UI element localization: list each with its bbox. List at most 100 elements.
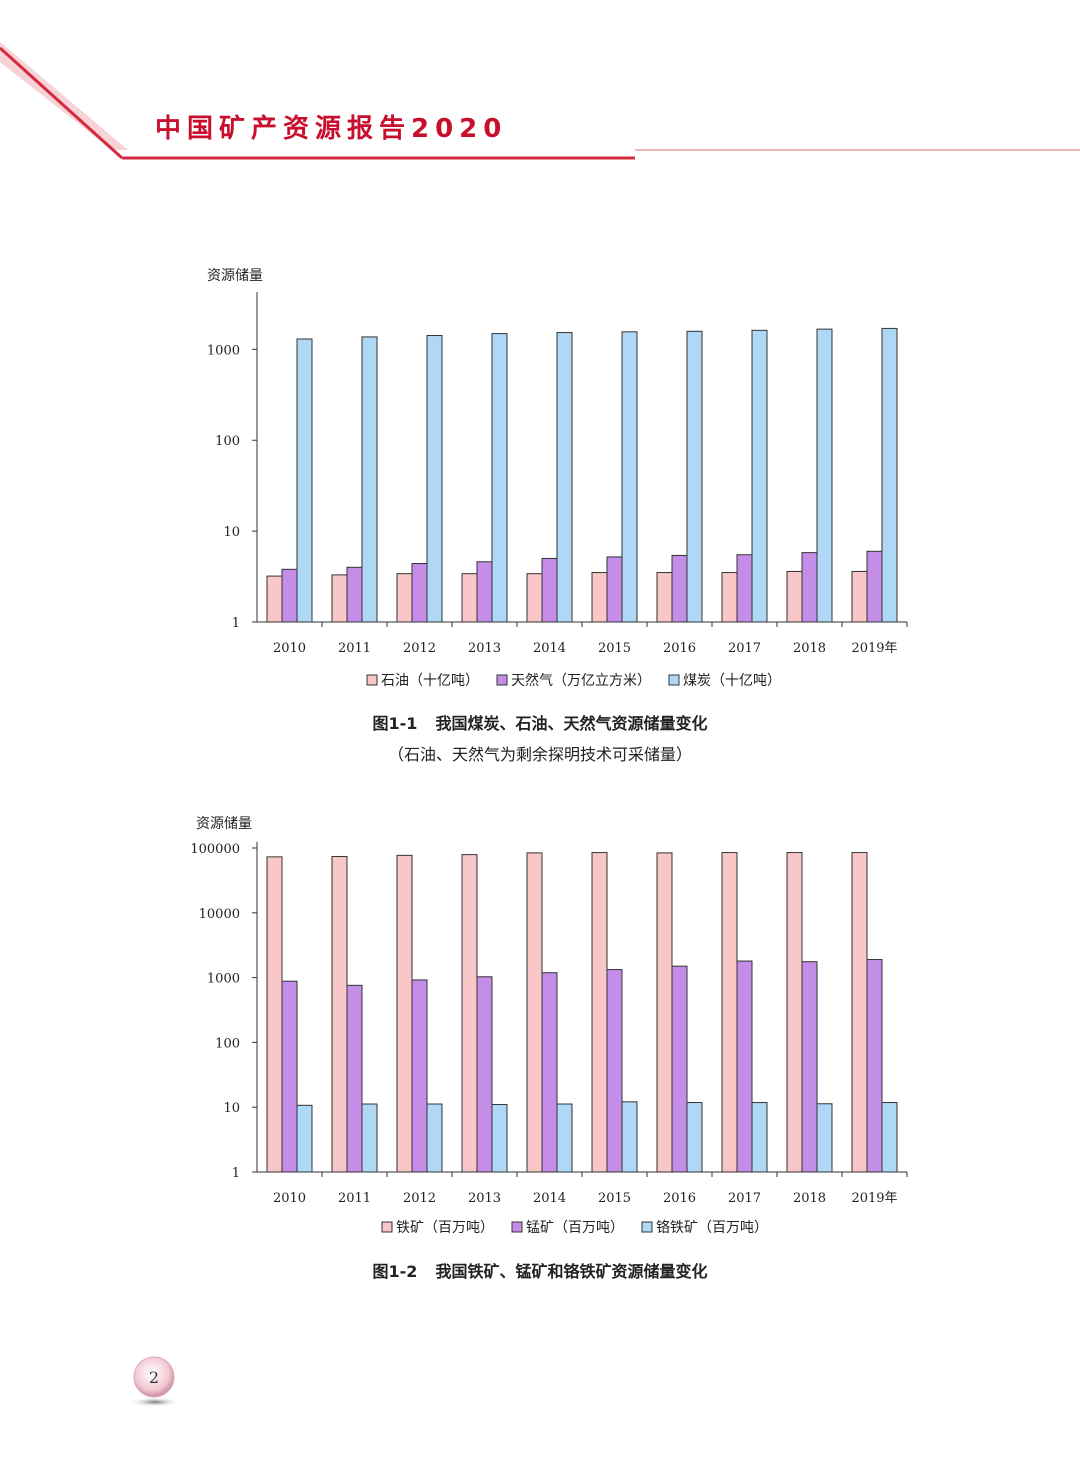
x-tick-label: 2017 — [728, 641, 761, 656]
bar — [686, 330, 703, 623]
y-tick-label: 10 — [223, 1101, 240, 1116]
legend-swatch — [496, 674, 508, 686]
y-tick-label: 1000 — [207, 972, 240, 987]
bar — [266, 856, 283, 1173]
bar — [331, 855, 348, 1173]
x-tick-label: 2011 — [338, 1191, 371, 1206]
bar — [736, 554, 753, 623]
bar — [461, 573, 478, 623]
x-tick-label: 2016 — [663, 641, 696, 656]
bar — [526, 852, 543, 1173]
bar — [866, 550, 883, 623]
figure-1-number: 图1-1 — [372, 714, 418, 733]
legend-label: 铁矿（百万吨） — [396, 1220, 494, 1236]
bar — [591, 572, 608, 623]
figure-1-note: （石油、天然气为剩余探明技术可采储量） — [387, 745, 692, 764]
legend-label: 石油（十亿吨） — [381, 673, 479, 689]
figure-2-title: 我国铁矿、锰矿和铬铁矿资源储量变化 — [435, 1262, 708, 1281]
bar — [361, 336, 378, 623]
page-number-badge: 2 — [129, 1356, 181, 1407]
legend-label: 锰矿（百万吨） — [526, 1220, 624, 1236]
x-tick-label: 2019年 — [851, 1191, 897, 1206]
bar — [736, 960, 753, 1173]
bar — [606, 969, 623, 1173]
bar — [816, 1103, 833, 1173]
bar — [671, 554, 688, 623]
page-number: 2 — [149, 1368, 159, 1387]
header-decoration — [0, 42, 1080, 160]
figure-1-title: 我国煤炭、石油、天然气资源储量变化 — [435, 714, 708, 733]
x-tick-label: 2018 — [793, 641, 826, 656]
x-tick-label: 2017 — [728, 1191, 761, 1206]
bar — [361, 1103, 378, 1173]
bar — [816, 328, 833, 623]
bar — [476, 561, 493, 623]
bar — [591, 852, 608, 1173]
bar — [411, 979, 428, 1173]
legend-label: 煤炭（十亿吨） — [683, 673, 781, 689]
y-tick-label: 100 — [215, 434, 240, 449]
bar — [686, 1102, 703, 1173]
bar — [426, 1103, 443, 1173]
bar — [281, 980, 298, 1173]
bar — [461, 854, 478, 1173]
bar — [656, 852, 673, 1173]
y-tick-label: 1 — [232, 1166, 240, 1181]
bar — [491, 333, 508, 623]
y-tick-label: 1 — [232, 616, 240, 631]
bar — [801, 961, 818, 1173]
chart-2: 资源储量 1 10 100 1000 10000 100000 2010 2011 2012 201… — [190, 816, 908, 1236]
x-tick-label: 2011 — [338, 641, 371, 656]
bar — [621, 331, 638, 623]
y-tick-label: 100000 — [190, 842, 240, 857]
x-tick-label: 2019年 — [851, 641, 897, 656]
bar — [556, 1103, 573, 1173]
x-tick-label: 2010 — [273, 641, 306, 656]
x-tick-label: 2014 — [533, 641, 566, 656]
legend-swatch — [366, 674, 378, 686]
y-tick-label: 100 — [215, 1036, 240, 1051]
x-tick-label: 2013 — [468, 641, 501, 656]
x-tick-label: 2012 — [403, 641, 436, 656]
bar — [866, 959, 883, 1173]
bar — [606, 556, 623, 623]
bar — [851, 570, 868, 623]
bar — [751, 329, 768, 623]
bar — [671, 965, 688, 1173]
legend-swatch — [381, 1221, 393, 1233]
bar — [721, 852, 738, 1173]
bar — [851, 852, 868, 1173]
bar — [491, 1104, 508, 1173]
legend-swatch — [668, 674, 680, 686]
bar — [281, 568, 298, 623]
bar — [476, 976, 493, 1173]
y-tick-label: 10 — [223, 525, 240, 540]
y-axis-label: 资源储量 — [207, 268, 263, 284]
bar — [556, 332, 573, 623]
y-tick-label: 1000 — [207, 343, 240, 358]
legend-label: 铬铁矿（百万吨） — [656, 1220, 768, 1236]
bar — [541, 972, 558, 1173]
bar — [331, 574, 348, 623]
legend-label: 天然气（万亿立方米） — [511, 672, 651, 689]
bar — [881, 1102, 898, 1173]
bar — [411, 563, 428, 623]
figure-1-caption: 图1-1 我国煤炭、石油、天然气资源储量变化 — [0, 710, 1080, 734]
x-tick-label: 2013 — [468, 1191, 501, 1206]
bar — [266, 575, 283, 623]
x-tick-label: 2015 — [598, 1191, 631, 1206]
bar — [346, 566, 363, 623]
figure-2-caption: 图1-2 我国铁矿、锰矿和铬铁矿资源储量变化 — [0, 1258, 1080, 1282]
chart-1: 资源储量 1 10 100 1000 2010 2011 2012 2013 2014 2015 20… — [207, 268, 908, 689]
x-tick-label: 2018 — [793, 1191, 826, 1206]
bar — [656, 572, 673, 623]
bar — [786, 570, 803, 623]
bar — [426, 335, 443, 623]
x-tick-label: 2016 — [663, 1191, 696, 1206]
bar — [621, 1101, 638, 1173]
bar — [296, 1104, 313, 1173]
bar — [396, 854, 413, 1173]
y-tick-label: 10000 — [199, 907, 240, 922]
y-axis-label: 资源储量 — [196, 816, 252, 832]
figure-2-number: 图1-2 — [372, 1262, 418, 1281]
